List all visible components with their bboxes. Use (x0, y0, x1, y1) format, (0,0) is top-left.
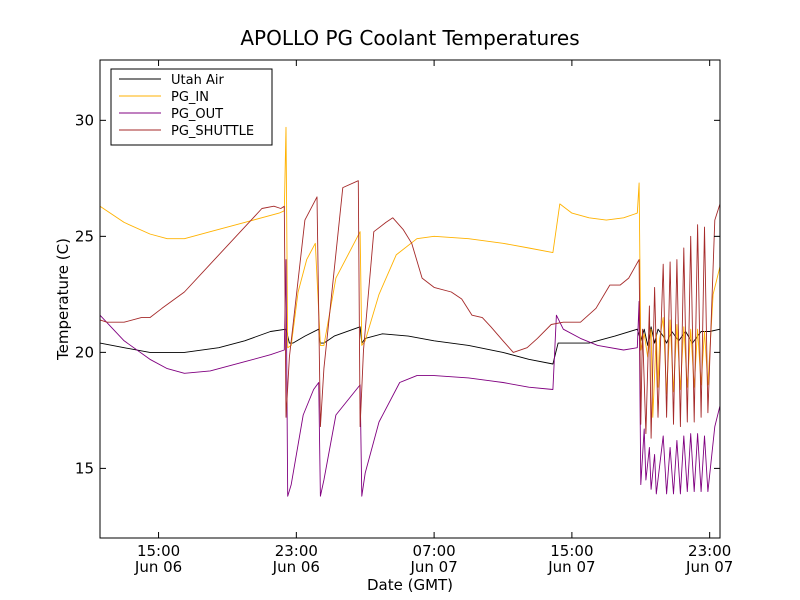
legend: Utah Air PG_IN PG_OUT PG_SHUTTLE (110, 68, 273, 146)
x-tick-label-time: 15:00 (137, 542, 180, 560)
legend-label-pg-in: PG_IN (171, 90, 209, 105)
x-axis-label: Date (GMT) (367, 576, 453, 594)
series-line-pg-out (99, 259, 721, 497)
series-line-utah-air (99, 326, 721, 365)
legend-label-pg-shuttle: PG_SHUTTLE (171, 124, 254, 139)
legend-label-pg-out: PG_OUT (171, 107, 223, 122)
x-tick-label-date: Jun 07 (685, 558, 733, 576)
x-tick-label-time: 23:00 (688, 542, 731, 560)
plot-area (99, 59, 721, 539)
x-tick-label-date: Jun 06 (134, 558, 182, 576)
series-layer (99, 126, 721, 497)
y-tick-label: 30 (75, 111, 94, 129)
x-tick-label-date: Jun 07 (547, 558, 595, 576)
x-tick-label-time: 23:00 (275, 542, 318, 560)
y-tick-label: 20 (75, 343, 94, 361)
x-tick-label-date: Jun 06 (272, 558, 320, 576)
x-tick-label-time: 15:00 (550, 542, 593, 560)
y-axis-label: Temperature (C) (54, 238, 72, 361)
series-line-pg-in (99, 126, 721, 418)
legend-frame (110, 68, 273, 146)
legend-label-utah-air: Utah Air (171, 73, 224, 88)
series-line-pg-shuttle (99, 180, 721, 439)
x-tick-label-date: Jun 07 (409, 558, 457, 576)
y-tick-label: 15 (75, 459, 94, 477)
y-tick-label: 25 (75, 227, 94, 245)
x-tick-label-time: 07:00 (412, 542, 455, 560)
chart-title: APOLLO PG Coolant Temperatures (240, 26, 579, 50)
